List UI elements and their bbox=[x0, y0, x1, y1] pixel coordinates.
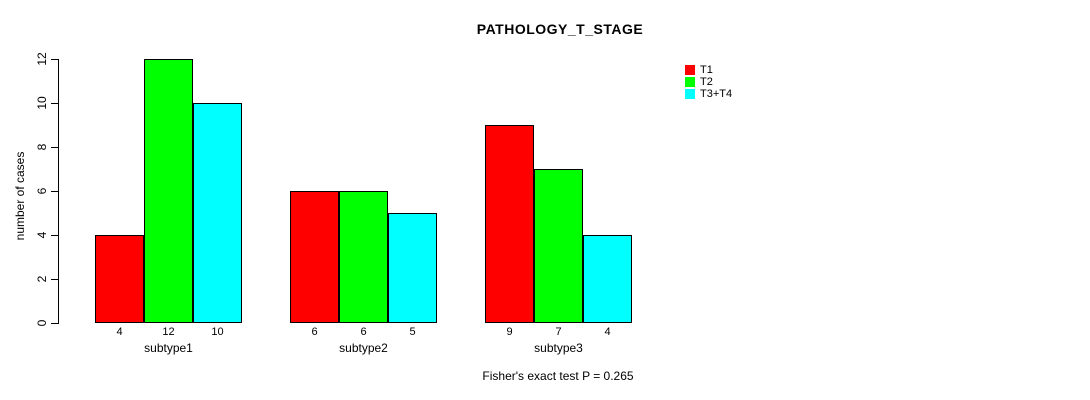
y-tick-label: 4 bbox=[35, 231, 49, 239]
bar-value-label: 6 bbox=[360, 326, 367, 338]
legend-label-T2: T2 bbox=[700, 76, 713, 88]
chart-title: PATHOLOGY_T_STAGE bbox=[476, 21, 644, 37]
bar-T1-subtype3 bbox=[485, 125, 534, 323]
y-tick-mark bbox=[51, 59, 58, 60]
bar-T1-subtype1 bbox=[95, 235, 144, 323]
category-label-subtype2: subtype2 bbox=[339, 341, 388, 355]
bar-value-label: 12 bbox=[162, 326, 175, 338]
bar-T3+T4-subtype3 bbox=[583, 235, 632, 323]
bar-T3+T4-subtype1 bbox=[193, 103, 242, 323]
legend-swatch-T2 bbox=[685, 77, 695, 87]
y-tick-mark bbox=[51, 191, 58, 192]
y-tick-mark bbox=[51, 279, 58, 280]
y-tick-label: 0 bbox=[35, 319, 49, 327]
bar-value-label: 4 bbox=[116, 326, 123, 338]
category-label-subtype1: subtype1 bbox=[144, 341, 193, 355]
y-tick-mark bbox=[51, 235, 58, 236]
y-tick-mark bbox=[51, 323, 58, 324]
legend-swatch-T1 bbox=[685, 65, 695, 75]
legend-item-T1: T1 bbox=[685, 64, 732, 76]
category-label-subtype3: subtype3 bbox=[534, 341, 583, 355]
bar-value-label: 9 bbox=[506, 326, 513, 338]
legend-item-T3+T4: T3+T4 bbox=[685, 88, 732, 100]
bar-value-label: 5 bbox=[409, 326, 416, 338]
y-tick-mark bbox=[51, 103, 58, 104]
bar-value-label: 10 bbox=[211, 326, 224, 338]
y-tick-mark bbox=[51, 147, 58, 148]
bar-T3+T4-subtype2 bbox=[388, 213, 437, 323]
bar-T2-subtype3 bbox=[534, 169, 583, 323]
bar-value-label: 7 bbox=[555, 326, 562, 338]
y-tick-label: 2 bbox=[35, 275, 49, 283]
bar-value-label: 6 bbox=[311, 326, 318, 338]
y-axis-line bbox=[58, 59, 59, 324]
annotation-text: Fisher's exact test P = 0.265 bbox=[482, 369, 634, 383]
legend-label-T1: T1 bbox=[700, 64, 713, 76]
legend: T1 T2 T3+T4 bbox=[685, 64, 732, 100]
y-tick-label: 6 bbox=[35, 187, 49, 195]
bar-T2-subtype1 bbox=[144, 59, 193, 323]
legend-swatch-T3+T4 bbox=[685, 89, 695, 99]
y-tick-label: 10 bbox=[35, 96, 49, 110]
bar-value-label: 4 bbox=[604, 326, 611, 338]
bar-T1-subtype2 bbox=[290, 191, 339, 323]
legend-item-T2: T2 bbox=[685, 76, 732, 88]
y-tick-label: 12 bbox=[35, 52, 49, 66]
y-axis-title: number of cases bbox=[13, 151, 27, 241]
y-tick-label: 8 bbox=[35, 143, 49, 151]
legend-label-T3+T4: T3+T4 bbox=[700, 88, 733, 100]
bar-T2-subtype2 bbox=[339, 191, 388, 323]
